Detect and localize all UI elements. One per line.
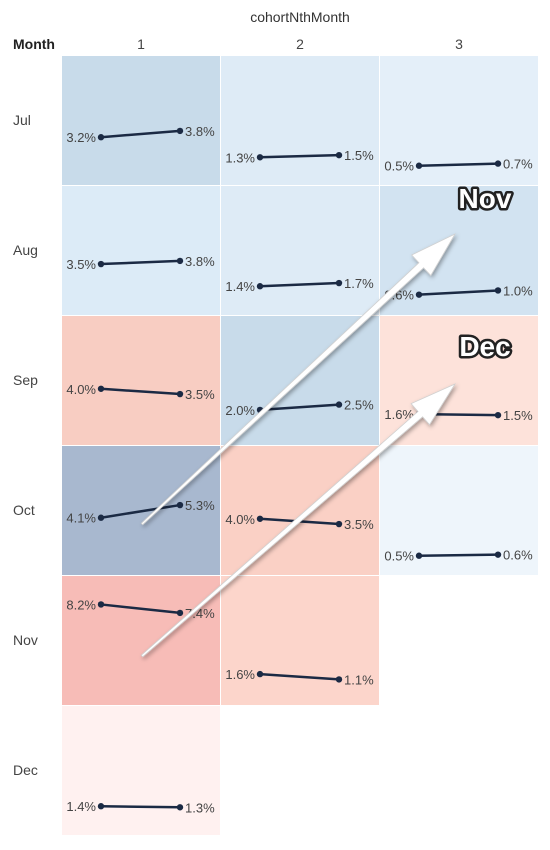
label-end-sep-2: 2.5% [344, 398, 374, 413]
point-end-jul-3 [494, 160, 502, 167]
label-start-nov-1: 8.2% [66, 597, 96, 612]
series-line-jul-1 [100, 129, 181, 139]
cell-dec-1 [62, 706, 220, 835]
label-start-sep-3: 1.6% [384, 407, 414, 422]
point-end-sep-2 [335, 401, 343, 408]
series-line-jul-2 [259, 153, 340, 159]
label-start-oct-2: 4.0% [225, 512, 255, 527]
label-start-oct-3: 0.5% [384, 549, 414, 564]
label-end-jul-3: 0.7% [503, 157, 533, 172]
series-line-oct-1 [100, 503, 181, 519]
label-end-jul-2: 1.5% [344, 148, 374, 163]
cell-oct-3 [380, 446, 538, 575]
column-header-1: 1 [137, 36, 145, 52]
cell-oct-2 [221, 446, 379, 575]
point-end-aug-3 [494, 287, 502, 294]
point-start-aug-1 [97, 260, 105, 268]
label-end-jul-1: 3.8% [185, 124, 215, 139]
series-line-aug-1 [100, 259, 181, 266]
cell-jul-2 [221, 56, 379, 185]
annotation-arrow-nov [140, 233, 457, 526]
point-start-nov-1 [97, 601, 105, 608]
series-line-jul-3 [418, 162, 499, 167]
label-end-sep-1: 3.5% [185, 387, 215, 402]
row-header-jul: Jul [13, 112, 31, 128]
label-end-aug-3: 1.0% [503, 283, 533, 298]
label-end-sep-3: 1.5% [503, 408, 533, 423]
label-end-oct-3: 0.6% [503, 548, 533, 563]
point-end-oct-3 [494, 551, 502, 558]
series-line-sep-1 [100, 387, 181, 396]
point-start-sep-1 [97, 385, 105, 392]
point-start-oct-1 [97, 514, 105, 521]
row-header-nov: Nov [13, 632, 38, 648]
label-start-aug-2: 1.4% [225, 279, 255, 294]
row-header-aug: Aug [13, 242, 38, 258]
point-end-aug-1 [176, 257, 184, 265]
column-header-3: 3 [455, 36, 463, 52]
cell-jul-1 [62, 56, 220, 185]
point-end-jul-2 [335, 151, 343, 159]
cell-sep-1 [62, 316, 220, 445]
label-start-nov-2: 1.6% [225, 667, 255, 682]
cell-nov-2 [221, 576, 379, 705]
point-end-dec-1 [176, 804, 184, 811]
chart-title: cohortNthMonth [250, 9, 350, 25]
label-end-aug-2: 1.7% [344, 276, 374, 291]
point-end-nov-1 [176, 609, 184, 617]
label-start-jul-2: 1.3% [225, 150, 255, 165]
cell-aug-1 [62, 186, 220, 315]
point-start-dec-1 [97, 803, 105, 810]
point-end-jul-1 [176, 127, 184, 135]
point-end-sep-3 [494, 411, 502, 419]
series-line-nov-1 [100, 603, 181, 615]
label-end-nov-2: 1.1% [344, 672, 374, 687]
label-end-dec-1: 1.3% [185, 800, 215, 815]
column-header-2: 2 [296, 36, 304, 52]
label-end-oct-1: 5.3% [185, 498, 215, 513]
point-end-sep-1 [176, 390, 184, 398]
series-line-aug-2 [259, 281, 340, 288]
point-start-oct-2 [256, 515, 264, 522]
series-line-dec-1 [100, 804, 181, 809]
row-header-label: Month [13, 36, 55, 52]
point-start-aug-3 [415, 291, 423, 298]
point-start-nov-2 [256, 670, 264, 678]
point-end-oct-1 [176, 501, 184, 509]
label-start-aug-1: 3.5% [66, 257, 96, 272]
label-start-sep-1: 4.0% [66, 382, 96, 397]
annotation-arrow-dec [140, 383, 457, 658]
series-line-aug-3 [418, 289, 499, 296]
annotation-label-nov: Nov [459, 183, 512, 214]
label-end-oct-2: 3.5% [344, 517, 374, 532]
label-start-oct-1: 4.1% [66, 511, 96, 526]
row-header-oct: Oct [13, 502, 35, 518]
annotation-label-dec: Dec [459, 331, 510, 362]
point-start-jul-3 [415, 162, 423, 169]
point-start-aug-2 [256, 283, 264, 290]
point-start-jul-1 [97, 134, 105, 141]
series-line-sep-2 [259, 403, 340, 412]
label-start-dec-1: 1.4% [66, 799, 96, 814]
row-header-sep: Sep [13, 372, 38, 388]
cell-aug-2 [221, 186, 379, 315]
label-start-jul-3: 0.5% [384, 159, 414, 174]
point-end-nov-2 [335, 676, 343, 683]
row-header-dec: Dec [13, 762, 38, 778]
point-end-oct-2 [335, 520, 343, 528]
point-end-aug-2 [335, 279, 343, 287]
cell-nov-1 [62, 576, 220, 705]
series-line-nov-2 [259, 672, 340, 681]
label-end-aug-1: 3.8% [185, 254, 215, 269]
point-start-jul-2 [256, 154, 264, 161]
label-start-jul-1: 3.2% [66, 130, 96, 145]
series-line-oct-3 [418, 553, 499, 557]
point-start-oct-3 [415, 552, 423, 559]
label-start-sep-2: 2.0% [225, 403, 255, 418]
